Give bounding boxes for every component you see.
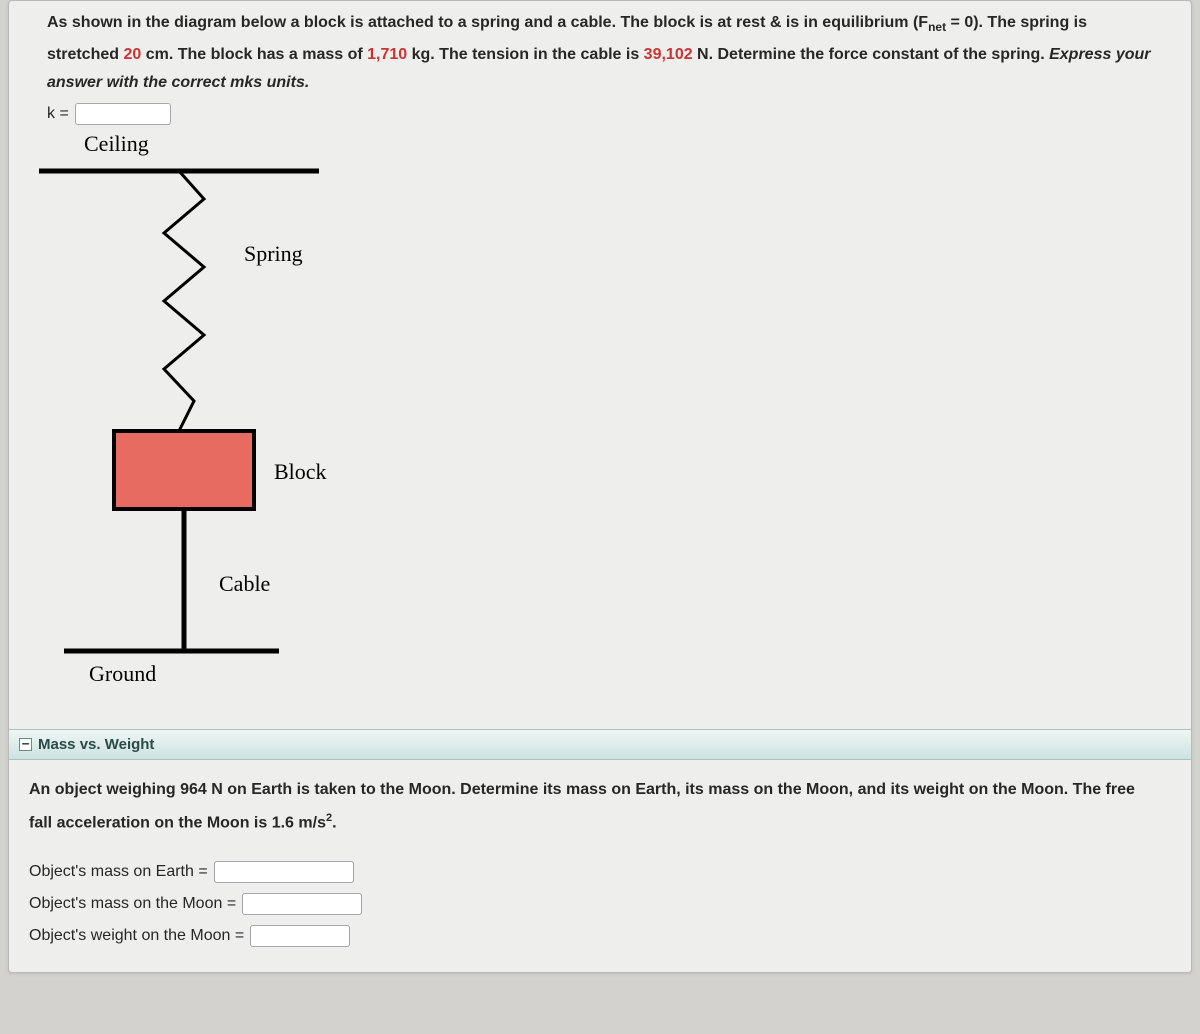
input-earth-mass[interactable]: [214, 861, 354, 883]
row-earth-mass: Object's mass on Earth =: [29, 856, 1171, 888]
input-moon-weight[interactable]: [250, 925, 350, 947]
input-moon-mass[interactable]: [242, 893, 362, 915]
spring-block-diagram: Ceiling Spring Block Cable Ground: [29, 131, 369, 711]
label-ground: Ground: [89, 661, 156, 687]
k-input-row: k =: [9, 101, 1191, 131]
p2-line2b: .: [332, 815, 336, 832]
p2-line1: An object weighing 964 N on Earth is tak…: [29, 781, 1135, 798]
section-mass-vs-weight[interactable]: − Mass vs. Weight: [9, 729, 1191, 760]
p1-mass: 1,710: [367, 46, 407, 63]
problem1-text: As shown in the diagram below a block is…: [9, 1, 1191, 101]
label-ceiling: Ceiling: [84, 131, 149, 157]
p1-line2a: stretched: [47, 46, 123, 63]
p1-line2d: N. Determine the force constant of the s…: [693, 46, 1050, 63]
diagram-svg: [29, 131, 369, 711]
p1-tension: 39,102: [644, 46, 693, 63]
problem2-text: An object weighing 964 N on Earth is tak…: [9, 760, 1191, 845]
p1-stretch: 20: [123, 46, 141, 63]
row-moon-weight: Object's weight on the Moon =: [29, 920, 1171, 952]
label-moon-weight: Object's weight on the Moon =: [29, 920, 244, 952]
p1-line1a: As shown in the diagram below a block is…: [47, 14, 928, 31]
p2-line2a: fall acceleration on the Moon is 1.6 m/s: [29, 815, 326, 832]
label-cable: Cable: [219, 571, 270, 597]
label-moon-mass: Object's mass on the Moon =: [29, 888, 236, 920]
answer-rows: Object's mass on Earth = Object's mass o…: [9, 846, 1191, 972]
section-title: Mass vs. Weight: [38, 736, 154, 753]
collapse-icon[interactable]: −: [19, 738, 32, 751]
label-spring: Spring: [244, 241, 303, 267]
k-input[interactable]: [75, 103, 171, 125]
p1-line3: answer with the correct mks units.: [47, 74, 309, 91]
k-label: k =: [47, 105, 69, 123]
p1-sub: net: [928, 20, 946, 34]
p1-line2b: cm. The block has a mass of: [141, 46, 367, 63]
p1-line1b: = 0). The spring is: [946, 14, 1087, 31]
label-block: Block: [274, 459, 327, 485]
question-card: As shown in the diagram below a block is…: [8, 0, 1192, 973]
p1-line2c: kg. The tension in the cable is: [407, 46, 644, 63]
label-earth-mass: Object's mass on Earth =: [29, 856, 208, 888]
p1-line2e: Express your: [1049, 46, 1150, 63]
row-moon-mass: Object's mass on the Moon =: [29, 888, 1171, 920]
